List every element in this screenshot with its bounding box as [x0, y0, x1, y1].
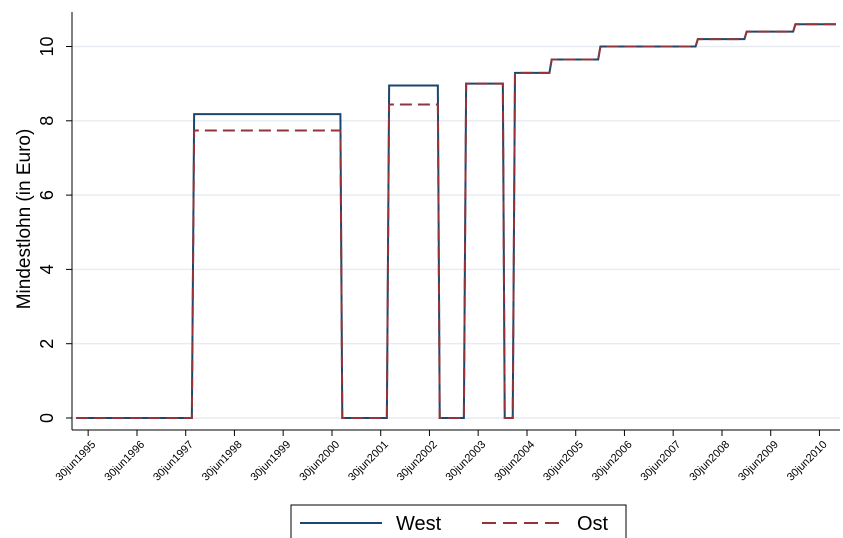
legend-box: [290, 504, 627, 538]
y-axis: 0 2 4 6 8 10: [37, 12, 73, 430]
series-lines: [76, 23, 836, 419]
legend: West Ost: [290, 504, 627, 538]
series-line-ost: [76, 23, 836, 419]
legend-label-west: West: [396, 513, 442, 535]
y-tick-label: 10: [37, 36, 57, 56]
y-tick-label: 2: [37, 339, 57, 349]
legend-label-ost: Ost: [577, 513, 609, 535]
y-axis-title: Mindestlohn (in Euro): [14, 129, 35, 310]
y-tick-label: 6: [37, 190, 57, 200]
y-tick-label: 0: [37, 413, 57, 423]
y-tick-label: 4: [37, 264, 57, 274]
gridlines: [72, 45, 840, 419]
y-tick-label: 8: [37, 116, 57, 126]
